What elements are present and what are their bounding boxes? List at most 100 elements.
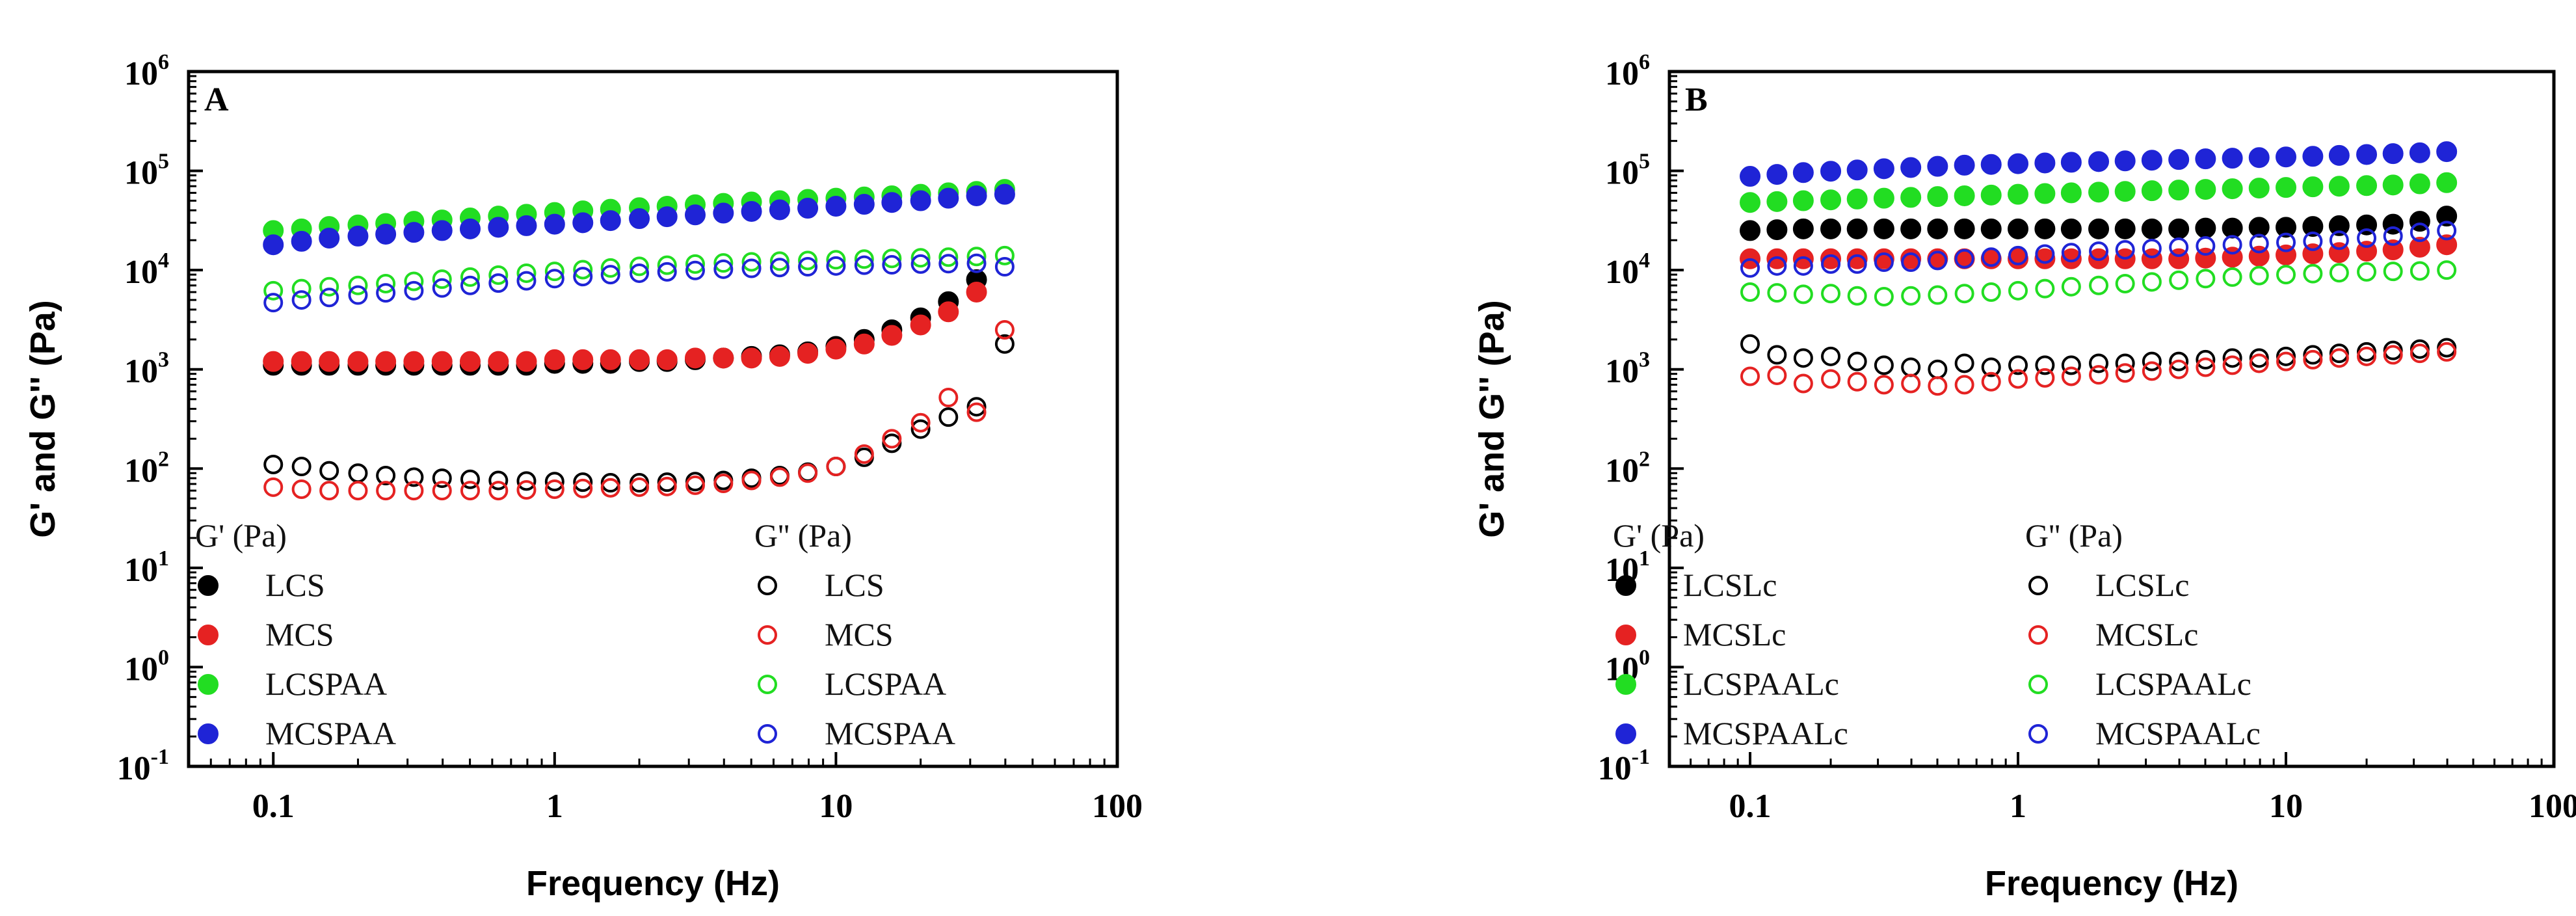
data-point — [2088, 182, 2110, 203]
data-point — [319, 351, 340, 372]
data-point — [994, 334, 1015, 354]
data-point — [2196, 236, 2216, 256]
series-lcslc-storage-modulus — [1740, 206, 2458, 241]
data-point — [544, 213, 565, 235]
data-point — [713, 259, 734, 279]
data-point — [516, 480, 537, 500]
legend-marker-open — [758, 724, 777, 744]
data-point — [2222, 235, 2242, 255]
data-point — [319, 481, 339, 501]
series-mcslc-loss-modulus — [1740, 342, 2457, 396]
data-point — [882, 255, 902, 275]
data-point — [2088, 151, 2110, 172]
data-point — [629, 349, 650, 370]
data-point — [1873, 187, 1894, 209]
data-point — [2436, 234, 2458, 256]
data-point — [459, 218, 481, 239]
data-point — [2329, 348, 2349, 368]
data-point — [797, 198, 819, 219]
data-point — [572, 212, 594, 234]
data-point — [684, 347, 706, 369]
data-point — [741, 200, 762, 222]
data-point — [2114, 150, 2136, 172]
data-point — [630, 477, 650, 497]
data-point — [459, 351, 481, 372]
data-point — [2089, 365, 2109, 385]
data-point — [488, 351, 509, 372]
x-axis-title: Frequency (Hz) — [1985, 864, 2238, 903]
data-point — [1928, 359, 1948, 379]
data-point — [516, 263, 537, 283]
legend-marker-filled — [198, 674, 219, 695]
data-point — [769, 251, 790, 271]
data-point — [1846, 218, 1868, 239]
data-point — [741, 252, 762, 272]
data-point — [2089, 241, 2109, 262]
y-tick-exponent: 6 — [158, 50, 169, 74]
data-point — [2195, 179, 2216, 200]
data-point — [881, 192, 903, 213]
legend-marker-filled — [198, 575, 219, 596]
data-point — [2034, 152, 2056, 174]
data-point — [516, 271, 537, 291]
data-point — [2437, 221, 2457, 241]
y-tick-label: 10-1 — [117, 745, 169, 787]
y-tick-base: 10 — [117, 750, 151, 787]
y-tick-label: 103 — [124, 348, 169, 390]
data-point — [1954, 249, 1974, 269]
data-point — [1901, 357, 1921, 377]
data-point — [2437, 260, 2457, 280]
data-point — [2436, 206, 2458, 227]
y-tick-label: 100 — [124, 645, 169, 688]
plot-frame — [187, 70, 1119, 768]
data-point — [263, 280, 284, 301]
data-point — [994, 183, 1015, 205]
data-point — [1846, 248, 1868, 269]
data-point — [2035, 368, 2055, 388]
y-axis-title: G' and G'' (Pa) — [23, 300, 62, 538]
data-point — [630, 256, 650, 276]
data-point — [882, 249, 902, 269]
data-point — [2008, 183, 2029, 205]
legend-label: MCS — [825, 616, 894, 653]
data-point — [826, 256, 846, 276]
data-point — [713, 347, 734, 369]
data-point — [2034, 248, 2056, 269]
data-point — [2168, 149, 2190, 170]
data-point — [1847, 351, 1867, 371]
data-point — [376, 273, 396, 293]
data-point — [2276, 177, 2297, 198]
data-point — [798, 463, 818, 483]
data-point — [966, 185, 987, 206]
data-point — [319, 227, 340, 249]
data-point — [488, 470, 509, 491]
legend-header-storage: G' (Pa) — [1613, 517, 1705, 554]
data-point — [1954, 185, 1975, 206]
data-point — [2409, 173, 2430, 195]
data-point — [319, 461, 339, 481]
data-point — [432, 278, 452, 298]
data-point — [2196, 349, 2216, 370]
y-tick-exponent: -1 — [1632, 745, 1650, 769]
data-point — [2383, 262, 2403, 282]
data-point — [348, 285, 368, 305]
data-point — [572, 349, 594, 370]
data-point — [2089, 275, 2109, 295]
data-point — [938, 407, 959, 427]
data-point — [1793, 284, 1813, 304]
data-point — [2329, 263, 2349, 283]
data-point — [1847, 254, 1867, 274]
data-point — [966, 402, 987, 422]
data-point — [2142, 351, 2162, 371]
legend-label: MCSPAALc — [2095, 715, 2261, 751]
data-point — [573, 478, 593, 498]
data-point — [2034, 183, 2056, 204]
y-tick-exponent: 4 — [1639, 249, 1650, 273]
data-point — [2357, 262, 2377, 282]
x-tick-label: 100 — [1092, 788, 1143, 825]
data-point — [938, 301, 959, 323]
data-point — [2008, 355, 2028, 375]
